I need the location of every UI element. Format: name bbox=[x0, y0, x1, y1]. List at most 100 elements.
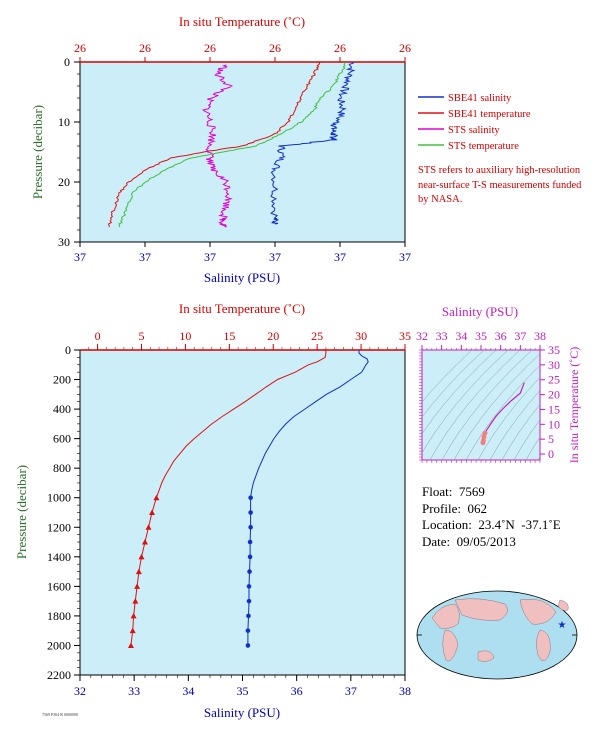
top-sal-tick-label: 37 bbox=[269, 250, 281, 264]
ts-temp-tick-label: 20 bbox=[548, 388, 560, 402]
bottom-sal-tick-label: 38 bbox=[399, 684, 411, 698]
legend-label-sbe41-temperature: SBE41 temperature bbox=[448, 109, 531, 120]
bottom-sal-tick-label: 36 bbox=[291, 684, 303, 698]
ts-isopycnal-line bbox=[525, 436, 540, 460]
top-panel-top-ticks: 26 26 26 26 26 26 bbox=[74, 41, 411, 63]
bottom-temp-tick-label: 10 bbox=[179, 329, 191, 343]
profile-date: Date: 09/05/2013 bbox=[422, 533, 516, 549]
bottom-pressure-tick-label: 1400 bbox=[47, 550, 71, 564]
map-continents bbox=[431, 598, 569, 662]
top-sts-salinity-line bbox=[201, 64, 234, 228]
bottom-panel-bottom-axis-label: Salinity (PSU) bbox=[204, 705, 280, 720]
ts-isopycnals bbox=[422, 350, 540, 460]
bottom-pressure-tick-label: 1000 bbox=[47, 491, 71, 505]
ts-temp-tick-label: 0 bbox=[548, 447, 554, 461]
ts-isopycnal-line bbox=[501, 404, 540, 460]
ts-isopycnal-line bbox=[465, 364, 540, 460]
bottom-sal-tick-label: 33 bbox=[128, 684, 140, 698]
bottom-sal-tick-label: 34 bbox=[182, 684, 194, 698]
ts-temp-tick-label: 5 bbox=[548, 432, 554, 446]
ts-isopycnal-line bbox=[489, 390, 540, 460]
top-temp-tick-label: 26 bbox=[204, 41, 216, 55]
temperature-point bbox=[138, 553, 145, 560]
map-land-asia bbox=[454, 598, 508, 621]
salinity-point bbox=[248, 495, 253, 501]
temperature-point bbox=[130, 612, 137, 619]
top-sal-tick-label: 37 bbox=[399, 250, 411, 264]
bottom-temp-tick-label: 25 bbox=[311, 329, 323, 343]
ts-sal-tick-label: 32 bbox=[416, 329, 428, 343]
ts-isopycnal-line bbox=[422, 350, 497, 435]
top-sal-tick-label: 37 bbox=[139, 250, 151, 264]
footer-id: 7569 P364 R 0000000 bbox=[42, 712, 78, 717]
ts-top-ticks: 32 33 34 35 36 37 38 bbox=[416, 329, 546, 463]
salinity-point bbox=[246, 584, 252, 589]
bottom-pressure-tick-label: 1800 bbox=[47, 609, 71, 623]
temperature-profile-line bbox=[130, 350, 327, 646]
bottom-panel-y-axis-label: Pressure (decibar) bbox=[14, 465, 29, 559]
temperature-point bbox=[153, 494, 160, 501]
salinity-point bbox=[247, 539, 253, 545]
ts-sal-tick-label: 34 bbox=[455, 329, 467, 343]
bottom-pressure-tick-label: 2200 bbox=[47, 668, 71, 682]
bottom-panel-bottom-ticks: 32 33 34 35 36 37 38 bbox=[74, 675, 411, 698]
bottom-pressure-tick-label: 2000 bbox=[47, 638, 71, 652]
top-temp-tick-label: 26 bbox=[334, 41, 346, 55]
map-land-australia bbox=[477, 650, 495, 662]
top-pressure-tick-label: 0 bbox=[64, 55, 70, 69]
top-sal-tick-label: 37 bbox=[334, 250, 346, 264]
bottom-pressure-tick-label: 1600 bbox=[47, 579, 71, 593]
salinity-point bbox=[248, 524, 253, 530]
salinity-point bbox=[247, 569, 252, 574]
top-sal-tick-label: 37 bbox=[204, 250, 216, 264]
top-panel-y-axis-label: Pressure (decibar) bbox=[30, 105, 45, 199]
salinity-point bbox=[247, 554, 253, 560]
float-location: Location: 23.4˚N -37.1˚E bbox=[422, 517, 561, 532]
bottom-sal-tick-label: 32 bbox=[74, 684, 86, 698]
bottom-pressure-tick-label: 0 bbox=[65, 343, 71, 357]
temperature-point bbox=[142, 539, 148, 545]
top-temp-tick-label: 26 bbox=[269, 41, 281, 55]
ts-temp-tick-label: 10 bbox=[548, 417, 560, 431]
top-panel-series bbox=[107, 61, 356, 228]
float-info: Float: 7569 Profile: 062 Location: 23.4˚… bbox=[422, 484, 561, 550]
ts-isopycnal-line bbox=[422, 350, 509, 454]
top-sbe41-salinity-line bbox=[270, 61, 356, 225]
ts-isopycnal-line bbox=[513, 419, 540, 460]
top-panel-left-ticks: 0 10 20 30 bbox=[58, 55, 80, 249]
top-legend: SBE41 salinity SBE41 temperature STS sal… bbox=[418, 93, 531, 152]
top-sal-tick-label: 37 bbox=[74, 250, 86, 264]
ts-temp-tick-label: 30 bbox=[548, 358, 560, 372]
top-panel-bottom-axis-label: Salinity (PSU) bbox=[204, 270, 280, 285]
salinity-point bbox=[248, 510, 253, 515]
bottom-panel-top-axis-label: In situ Temperature (˚C) bbox=[179, 301, 305, 316]
float-id: Float: 7569 bbox=[422, 484, 485, 499]
bottom-temp-tick-label: 5 bbox=[138, 329, 144, 343]
ts-isopycnal-line bbox=[453, 353, 540, 460]
top-panel: In situ Temperature (˚C) 26 26 26 26 26 26 37… bbox=[30, 14, 531, 285]
legend-label-sbe41-salinity: SBE41 salinity bbox=[448, 93, 512, 104]
temperature-point bbox=[129, 627, 136, 634]
bottom-panel-series bbox=[127, 350, 369, 648]
top-panel-bottom-ticks: 37 37 37 37 37 37 bbox=[74, 242, 411, 264]
salinity-profile-line bbox=[247, 350, 369, 646]
ts-sal-tick-label: 33 bbox=[436, 329, 448, 343]
ts-isopycnal-line bbox=[477, 377, 540, 460]
top-sbe41-temperature-line bbox=[107, 61, 321, 228]
ts-temp-tick-label: 25 bbox=[548, 373, 560, 387]
bottom-plot-area bbox=[79, 349, 406, 676]
bottom-sal-tick-label: 37 bbox=[345, 684, 357, 698]
world-map: ★ bbox=[416, 590, 578, 680]
salinity-point bbox=[246, 598, 252, 604]
temperature-point bbox=[127, 642, 134, 648]
bottom-panel-top-ticks: 0 5 10 15 20 25 30 35 bbox=[80, 329, 411, 351]
ts-panel: Salinity (PSU) 32 33 34 35 36 37 38 0510152025… bbox=[416, 304, 581, 463]
ts-sal-tick-label: 38 bbox=[534, 329, 546, 343]
map-land-greenland bbox=[557, 599, 569, 611]
ts-sal-tick-label: 37 bbox=[514, 329, 526, 343]
bottom-pressure-tick-label: 800 bbox=[53, 461, 71, 475]
legend-label-sts-temperature: STS temperature bbox=[448, 141, 519, 152]
ts-sal-tick-label: 36 bbox=[495, 329, 507, 343]
